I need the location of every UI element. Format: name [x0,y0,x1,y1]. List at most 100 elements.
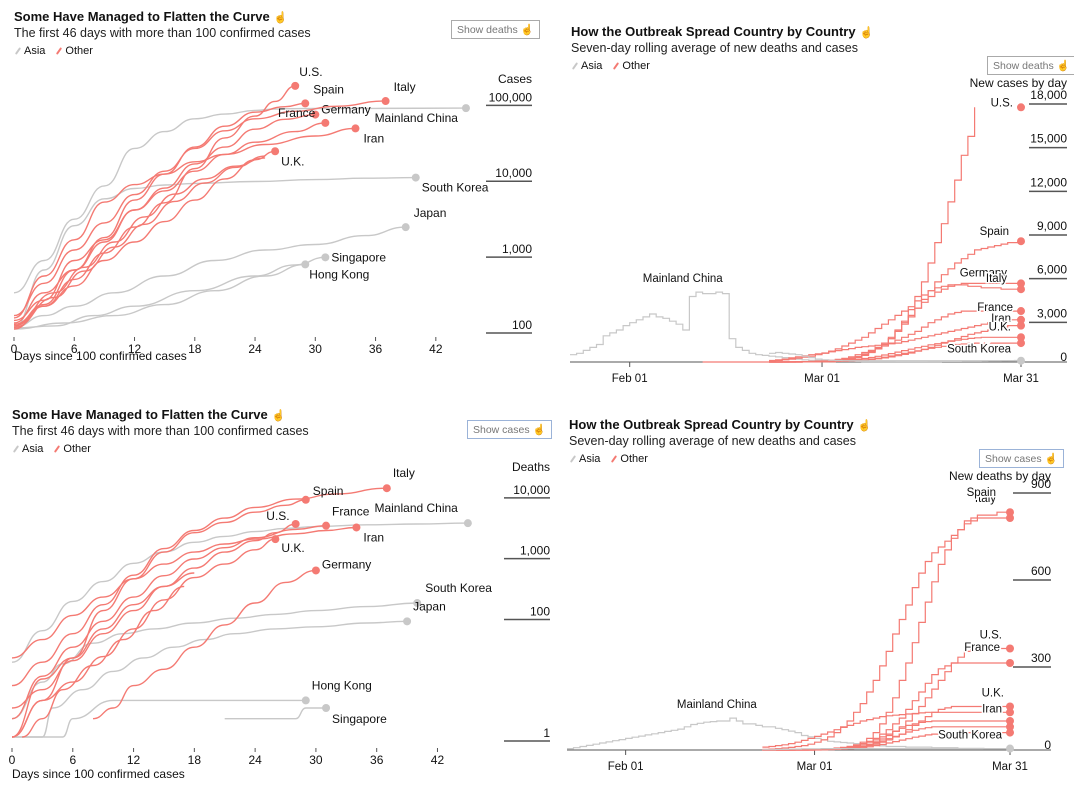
panel-deaths-daily: How the Outbreak Spread Country by Count… [540,395,1074,788]
series-label-south-korea: South Korea [947,344,1012,356]
series-end-dot-u-s [1017,103,1025,112]
series-label-u-s: U.S. [266,509,289,523]
series-end-dot-spain [1017,237,1025,246]
series-end-dot-france [322,521,331,530]
legend-item-other: Other [612,59,650,73]
legend-item-other: Other [610,452,648,466]
series-label-germany: Germany [322,557,371,571]
series-line-south-korea [769,351,1021,362]
y-tick-label: 10,000 [513,483,550,497]
series-label-spain: Spain [313,484,344,498]
chart-title: Some Have Managed to Flatten the Curve ☝ [14,9,288,24]
series-end-dot-u-k [1006,702,1014,711]
series-line-japan [11,620,408,738]
legend-item-other: Other [53,442,91,456]
series-line-mainland-china [570,291,1021,363]
legend-label-other: Other [620,453,648,465]
series-label-france: France [278,106,316,120]
legend-label-asia: Asia [579,453,601,465]
toggle-label: Show cases [985,453,1042,465]
series-label-japan: Japan [414,206,447,220]
series-label-italy: Italy [394,80,416,94]
series-label-iran: Iran [982,703,1002,715]
series-line-mainland-china [567,717,1010,750]
pointer-hand-icon: ☝ [271,410,286,422]
legend: Asia Other [12,442,309,456]
y-tick-label: 100 [530,604,550,618]
legend-item-other: Other [55,44,93,58]
x-tick-label: 42 [431,753,445,767]
chart-svg: 100 1,000 10,000 100,000 Cases 0 6 12 18 24 30 36 42… [11,65,533,363]
x-tick-label: 42 [429,342,443,356]
x-tick-label: 24 [248,753,262,767]
series-line-france [11,525,327,720]
series-end-dot-other-a [1017,333,1025,342]
x-tick-label: 12 [128,342,142,356]
x-tick-label: Mar 31 [992,761,1028,773]
series-line-iran [762,711,1010,748]
series-line-iran [769,319,1021,362]
series-label-hong-kong: Hong Kong [312,678,372,692]
x-tick-label: 12 [127,753,141,767]
show-deaths-button[interactable]: Show deaths ☝ [987,56,1074,75]
y-tick-label: 1,000 [520,544,550,558]
series-line-other-a [11,572,195,709]
series-end-dot-u-s [291,519,300,528]
series-end-dot-mainland-china [461,104,470,113]
chart-header: How the Outbreak Spread Country by Count… [569,417,871,466]
show-deaths-button[interactable]: Show deaths ☝ [451,20,540,39]
series-end-dot-italy [1006,514,1014,522]
legend-label-asia: Asia [581,60,603,72]
series-end-dot-u-k [271,147,280,156]
pointer-hand-icon: ☝ [857,420,872,432]
show-cases-button[interactable]: Show cases ☝ [467,420,552,439]
chart-svg: 1 100 1,000 10,000 Deaths 0 6 12 18 24 30 36 42 Days … [9,460,551,781]
series-end-dot-italy [1017,285,1025,294]
panel-cases-daily: How the Outbreak Spread Country by Count… [540,0,1074,395]
panel-deaths-cumulative: Some Have Managed to Flatten the Curve ☝ … [0,395,552,788]
series-label-u-s: U.S. [991,97,1013,109]
legend: Asia Other [14,44,311,58]
pointer-hand-icon: ☝ [1056,60,1070,72]
series-line-south-korea [11,602,418,720]
y-tick-label: 12,000 [1030,175,1067,189]
series-end-dot-italy [382,484,391,493]
y-tick-label: 600 [1031,564,1051,578]
pointer-hand-icon: ☝ [532,424,546,436]
x-tick-label: 30 [309,753,323,767]
series-end-dot-france [321,118,330,127]
legend: Asia Other [569,452,871,466]
show-cases-button[interactable]: Show cases ☝ [979,449,1064,468]
series-label-u-k: U.K. [989,322,1011,334]
series-label-spain: Spain [980,226,1009,238]
pointer-hand-icon: ☝ [520,24,534,36]
series-line-spain [11,499,306,738]
chart-subtitle: The first 46 days with more than 100 con… [12,424,309,438]
y-axis-label: New cases by day [970,76,1067,90]
series-end-dot-france [1017,307,1025,316]
series-line-u-k [11,538,276,738]
series-line-south-korea [762,748,1010,751]
series-label-u-k: U.K. [281,154,304,168]
series-label-iran: Iran [363,530,384,544]
series-label-iran: Iran [363,131,384,145]
series-line-germany [92,569,316,720]
chart-header: Some Have Managed to Flatten the Curve ☝ … [14,9,311,58]
series-label-u-s: U.S. [980,630,1002,642]
x-tick-label: Mar 31 [1003,373,1039,385]
series-label-south-korea: South Korea [422,181,489,195]
series-end-dot-japan [403,617,412,626]
x-axis-label: Days since 100 confirmed cases [14,349,187,363]
y-tick-label: 100 [512,318,532,332]
series-end-dot-other-a [1006,717,1014,725]
x-tick-label: 0 [11,342,18,356]
series-line-italy [13,100,386,317]
legend-label-asia: Asia [24,45,46,57]
x-tick-label: 18 [188,342,202,356]
series-end-dot-other-b [1006,722,1014,731]
series-end-dot-iran [1017,315,1025,324]
series-end-dot-iran [1006,708,1014,717]
series-end-dot-germany [311,110,320,119]
series-label-italy: Italy [986,273,1007,285]
